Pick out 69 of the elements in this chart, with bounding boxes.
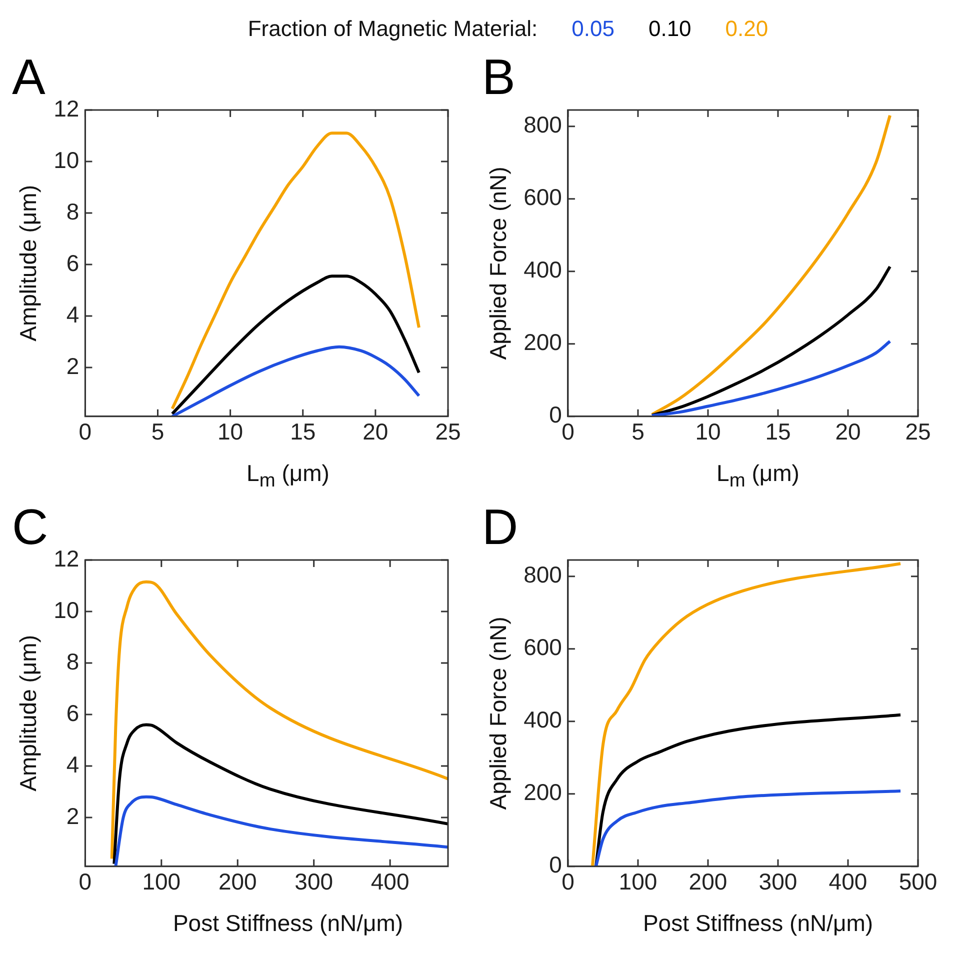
chart-title: B	[482, 48, 516, 105]
y-tick-label: 400	[524, 256, 562, 283]
x-tick-label: 300	[294, 868, 334, 895]
y-tick-label: 2	[66, 352, 80, 379]
line-series	[594, 713, 902, 866]
x-axis-title: L$_{m}$ (μm)	[246, 460, 330, 493]
chart-title: D	[482, 498, 518, 555]
x-tick-label: 300	[758, 868, 798, 895]
x-tick-label: 200	[688, 868, 728, 895]
y-tick-label: 0	[549, 402, 562, 428]
x-tick-label: 5	[632, 418, 644, 445]
y-tick-label: 600	[524, 634, 562, 660]
line-series	[170, 274, 420, 416]
legend-title: Fraction of Magnetic Material:	[248, 16, 538, 42]
x-tick-label: 200	[218, 868, 257, 895]
y-axis-title: Applied Force (nN)	[485, 166, 512, 360]
y-tick-label: 8	[66, 198, 80, 224]
y-tick-label: 800	[524, 112, 562, 138]
y-tick-label: 2	[66, 802, 80, 829]
x-tick-label: 25	[905, 418, 931, 445]
y-tick-label: 800	[524, 562, 562, 588]
x-tick-label: 10	[695, 418, 721, 445]
line-series	[650, 114, 892, 416]
x-tick-label: 500	[898, 868, 938, 895]
x-tick-label: 400	[370, 868, 410, 895]
x-tick-label: 20	[835, 418, 861, 445]
line-series	[650, 340, 892, 416]
text: 0.20	[725, 16, 768, 42]
x-tick-label: 20	[362, 418, 388, 445]
x-axis-title: Post Stiffness (nN/μm)	[172, 910, 404, 937]
text: 0.10	[648, 16, 692, 42]
y-tick-label: 600	[524, 184, 562, 210]
line-series	[650, 265, 892, 416]
chart-title: A	[12, 48, 46, 105]
y-axis-title: Applied Force (nN)	[485, 616, 512, 810]
line-series	[110, 580, 448, 860]
y-tick-label: 0	[549, 852, 562, 878]
x-tick-label: 100	[142, 868, 181, 895]
line-series	[170, 132, 420, 410]
x-tick-label: 5	[151, 418, 164, 445]
line-series	[590, 562, 902, 866]
x-tick-label: 400	[828, 868, 868, 895]
text: 0.05	[572, 16, 614, 42]
x-axis-title: L$_{m}$ (μm)	[716, 460, 800, 493]
x-tick-label: 25	[435, 418, 461, 445]
x-axis-title: Post Stiffness (nN/μm)	[642, 910, 874, 937]
y-axis-title: Amplitude (μm)	[15, 184, 42, 342]
y-tick-label: 4	[66, 301, 80, 328]
y-tick-label: 6	[66, 250, 80, 276]
line-series	[594, 789, 902, 866]
y-tick-label: 400	[524, 706, 562, 733]
y-tick-label: 12	[54, 95, 80, 122]
x-tick-label: 15	[765, 418, 791, 445]
x-tick-label: 100	[618, 868, 658, 895]
y-tick-label: 200	[524, 779, 562, 806]
line-series	[112, 723, 448, 866]
y-tick-label: 6	[66, 700, 80, 726]
y-axis-title: Amplitude (μm)	[15, 634, 42, 792]
y-tick-label: 200	[524, 329, 562, 356]
line-series	[114, 795, 448, 866]
x-tick-label: 15	[290, 418, 316, 445]
y-tick-label: 10	[54, 146, 80, 173]
y-tick-label: 4	[66, 751, 80, 778]
y-tick-label: 8	[66, 648, 80, 674]
y-tick-label: 12	[54, 545, 80, 572]
y-tick-label: 10	[54, 596, 80, 623]
line-series	[170, 345, 420, 416]
chart-title: C	[12, 498, 48, 555]
x-tick-label: 10	[218, 418, 244, 445]
